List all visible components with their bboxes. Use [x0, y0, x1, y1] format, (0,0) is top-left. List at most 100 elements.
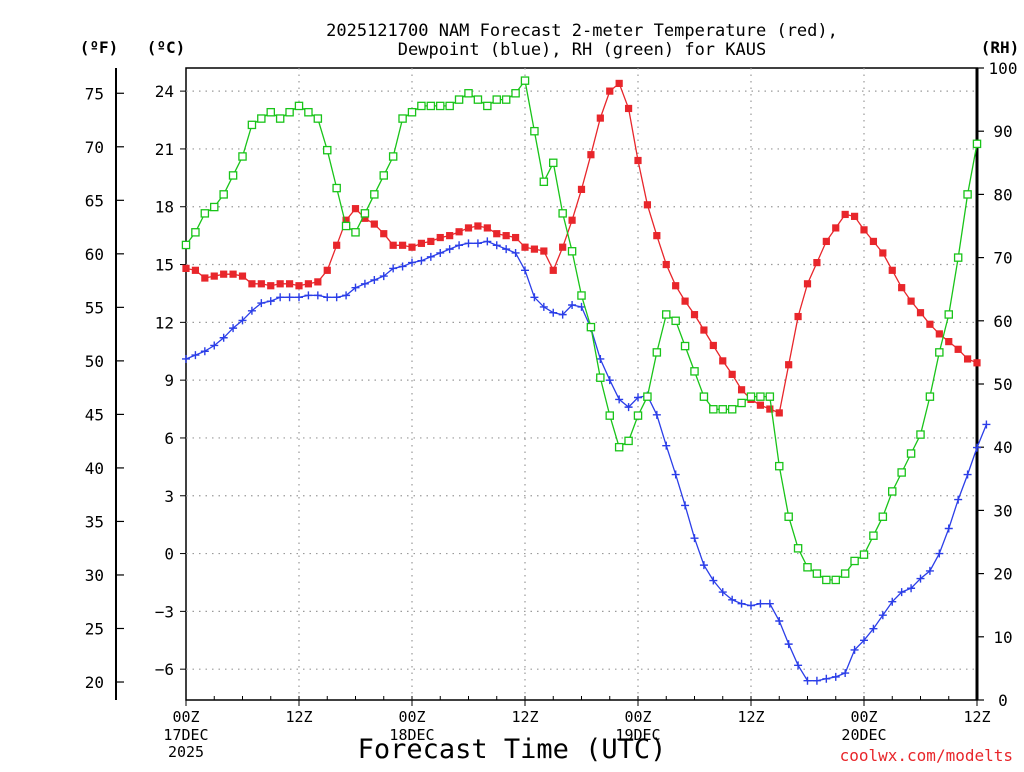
fahrenheit-tick-label: 65 — [85, 191, 104, 210]
dewpoint-point — [191, 351, 200, 360]
rh-tick-label: 40 — [993, 438, 1012, 457]
fahrenheit-tick-label: 50 — [85, 352, 104, 371]
celsius-tick-label: 6 — [164, 429, 174, 448]
dewpoint-point — [304, 291, 313, 300]
relative-humidity-point — [501, 95, 511, 104]
temperature-point — [304, 280, 313, 288]
relative-humidity-point — [878, 512, 888, 521]
dewpoint-point — [257, 299, 266, 308]
temperature-point — [596, 114, 604, 122]
rh-unit-label: (RH) — [981, 38, 1020, 57]
relative-humidity-point — [549, 158, 558, 168]
relative-humidity-point — [539, 177, 549, 187]
dewpoint-point — [624, 403, 633, 412]
dewpoint-point — [907, 584, 916, 593]
dewpoint-point — [775, 617, 784, 625]
relative-humidity-point — [643, 392, 652, 401]
x-tick-label: 12Z — [285, 708, 312, 726]
temperature-point — [606, 87, 614, 95]
dewpoint-point — [370, 275, 379, 284]
relative-humidity-point — [219, 190, 228, 199]
relative-humidity-point — [577, 291, 586, 300]
temperature-point — [841, 210, 849, 219]
temperature-point — [653, 232, 661, 240]
relative-humidity-point — [709, 405, 718, 414]
relative-humidity-point — [257, 114, 266, 123]
dewpoint-point — [266, 297, 275, 306]
relative-humidity-point — [483, 101, 492, 111]
temperature-point — [314, 278, 322, 286]
relative-humidity-point — [473, 95, 483, 104]
relative-humidity-point — [285, 107, 294, 117]
dewpoint-point — [737, 599, 746, 608]
chart-title-line2: Dewpoint (blue), RH (green) for KAUS — [398, 40, 766, 60]
plot-area-frame — [185, 67, 978, 701]
temperature-point — [342, 216, 350, 224]
dewpoint-point — [709, 576, 718, 585]
celsius-tick-label: 18 — [155, 198, 174, 217]
temperature-point — [832, 224, 840, 232]
fahrenheit-tick-label: 35 — [85, 512, 104, 531]
temperature-point — [370, 220, 378, 228]
dewpoint-point — [765, 599, 774, 608]
temperature-point — [493, 230, 501, 238]
relative-humidity-point — [840, 569, 850, 578]
dewpoint-point — [417, 256, 426, 265]
temperature-point — [775, 409, 783, 417]
temperature-point — [427, 237, 435, 246]
temperature-point — [643, 201, 652, 209]
temperature-point — [521, 243, 529, 251]
dewpoint-point — [313, 291, 322, 300]
fahrenheit-unit-label: (ºF) — [80, 38, 119, 57]
relative-humidity-point — [520, 76, 530, 85]
dewpoint-point — [850, 645, 859, 654]
dewpoint-point — [408, 258, 416, 267]
temperature-point — [935, 330, 943, 338]
fahrenheit-tick-label: 20 — [85, 673, 104, 692]
relative-humidity-point — [756, 392, 765, 401]
dewpoint-point — [671, 470, 680, 479]
relative-humidity-point — [737, 398, 746, 408]
relative-humidity-point — [850, 556, 859, 566]
dewpoint-point — [360, 279, 369, 288]
x-tick-year-label: 2025 — [168, 743, 204, 761]
relative-humidity-point — [888, 487, 897, 496]
temperature-point — [201, 274, 209, 282]
dewpoint-point — [690, 534, 699, 543]
temperature-point — [323, 266, 331, 274]
temperature-point — [803, 280, 812, 288]
relative-humidity-point — [266, 107, 275, 117]
dewpoint-point — [935, 549, 944, 558]
relative-humidity-point — [341, 221, 351, 231]
temperature-point — [436, 233, 444, 242]
relative-humidity-point — [530, 126, 539, 136]
temperature-point — [869, 237, 878, 246]
relative-humidity-point — [426, 101, 436, 111]
dewpoint-point — [464, 239, 473, 248]
dewpoint-point — [285, 293, 294, 302]
fahrenheit-tick-label: 45 — [85, 405, 104, 424]
relative-humidity-point — [775, 461, 784, 471]
x-tick-label: 12Z — [737, 708, 764, 726]
dewpoint-point — [784, 640, 793, 649]
x-tick-label: 00Z — [850, 708, 877, 726]
temperature-point — [257, 280, 265, 288]
temperature-point — [850, 212, 859, 220]
rh-tick-label: 30 — [993, 501, 1012, 520]
relative-humidity-point — [614, 442, 624, 452]
dewpoint-point — [841, 669, 850, 678]
x-tick-date-label: 17DEC — [163, 726, 208, 744]
dewpoint-point — [699, 561, 708, 570]
fahrenheit-tick-label: 75 — [85, 84, 104, 103]
relative-humidity-point — [511, 89, 520, 98]
x-tick-label: 12Z — [511, 708, 538, 726]
relative-humidity-point — [765, 392, 775, 401]
relative-humidity-point — [944, 310, 954, 319]
dewpoint-point — [455, 241, 464, 250]
dewpoint-point — [492, 241, 501, 250]
dewpoint-point — [445, 245, 454, 254]
dewpoint-point — [596, 354, 605, 363]
relative-humidity-point — [388, 152, 398, 161]
data-series — [181, 76, 991, 685]
